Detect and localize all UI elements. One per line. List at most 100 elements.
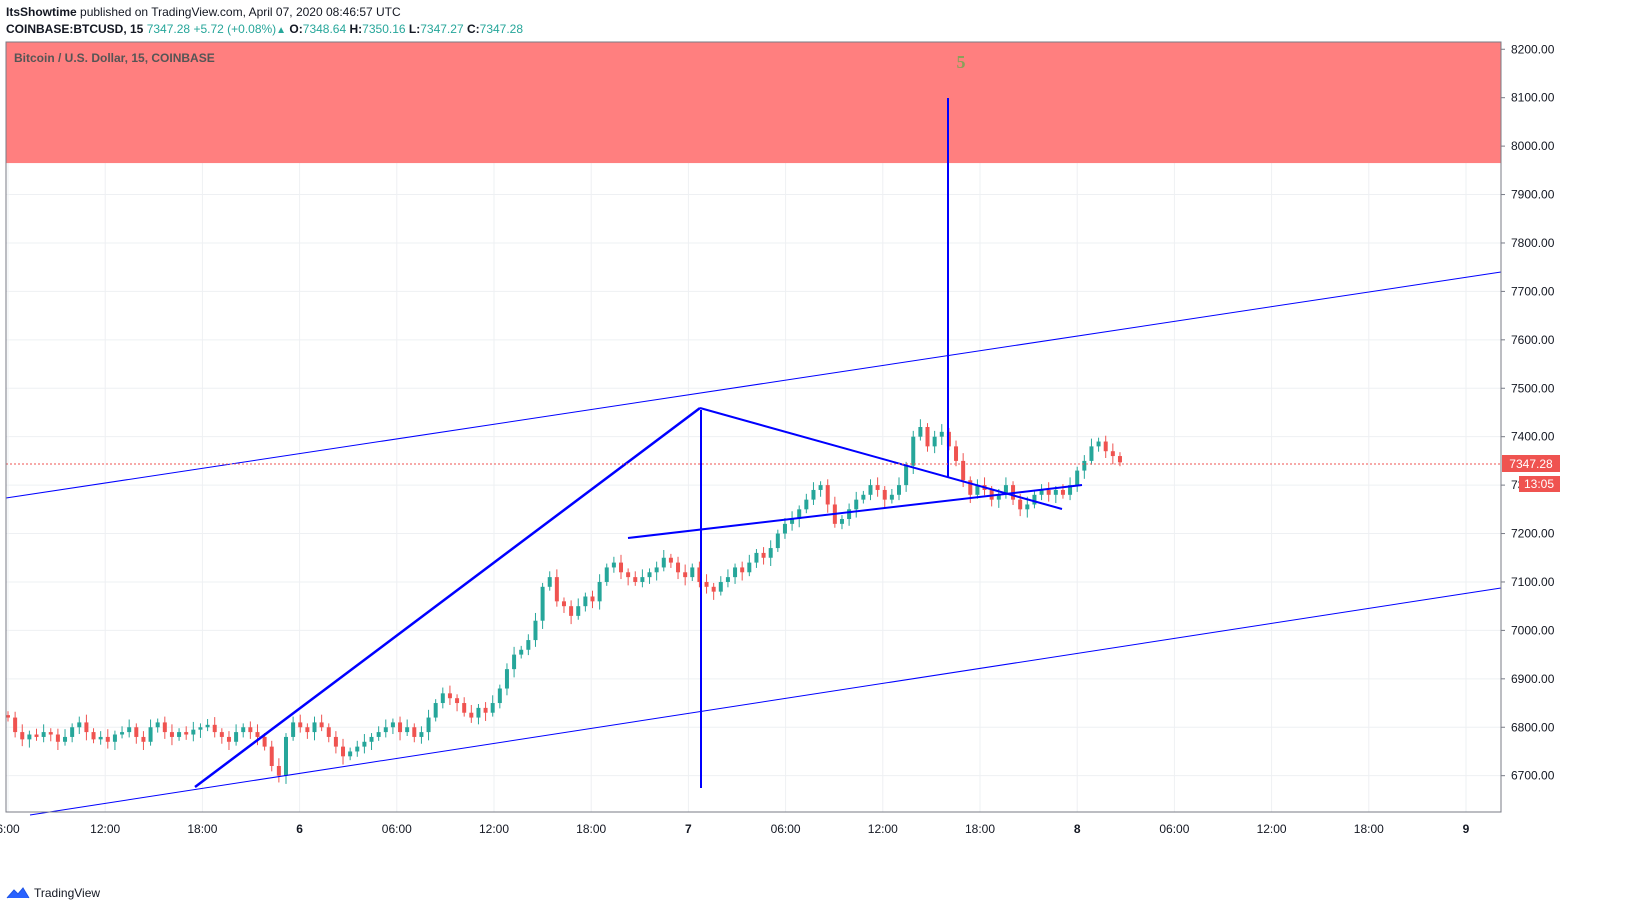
candle xyxy=(269,740,274,772)
candle xyxy=(447,685,452,705)
candle xyxy=(84,714,89,741)
drawings: 5 xyxy=(5,52,1502,816)
price-axis[interactable]: 8200.00 8100.00 8000.00 7900.00 7800.00 7700.… xyxy=(1500,42,1560,812)
time-axis[interactable]: 6:00 12:00 18:00 6 06:00 12:00 18:00 7 06:00 12:0… xyxy=(0,811,1501,836)
price-tick-label: 7900.00 xyxy=(1511,188,1555,202)
time-tick-label: 9 xyxy=(1463,822,1470,836)
candle xyxy=(440,687,445,709)
candle xyxy=(554,569,559,607)
time-tick-label: 12:00 xyxy=(90,822,120,836)
price-tick-label: 7700.00 xyxy=(1511,284,1555,298)
candle-body xyxy=(654,567,659,573)
candle-body xyxy=(433,703,438,718)
candle xyxy=(426,709,431,741)
low-value: 7347.27 xyxy=(420,22,464,36)
candle xyxy=(604,563,609,586)
price-tick-label: 6900.00 xyxy=(1511,672,1555,686)
candle xyxy=(469,704,474,723)
candle-body xyxy=(177,732,182,737)
candle-body xyxy=(504,669,509,689)
price-tick-label: 7800.00 xyxy=(1511,236,1555,250)
candle-body xyxy=(640,577,645,582)
close-label: C: xyxy=(466,22,480,36)
footer: TradingView xyxy=(6,886,100,900)
time-tick-label: 18:00 xyxy=(187,822,217,836)
author-name[interactable]: ItsShowtime xyxy=(6,5,77,19)
candle xyxy=(825,479,830,513)
candle xyxy=(248,721,253,739)
low-label: L: xyxy=(408,22,421,36)
candle xyxy=(355,740,360,757)
candle-body xyxy=(690,567,695,578)
up-arrow-icon: ▲ xyxy=(276,25,287,36)
last-price-badge xyxy=(1502,455,1560,472)
candle xyxy=(519,645,524,659)
candle-body xyxy=(398,722,403,733)
candle-body xyxy=(839,519,844,524)
candle xyxy=(697,561,702,588)
price-tick-label: 8200.00 xyxy=(1511,42,1555,56)
candle-body xyxy=(954,446,959,461)
time-tick-label: 06:00 xyxy=(1159,822,1189,836)
candle xyxy=(889,488,894,504)
candle xyxy=(184,726,189,740)
candle xyxy=(390,718,395,735)
plot-area[interactable] xyxy=(6,42,1501,812)
price-tick-label: 7400.00 xyxy=(1511,430,1555,444)
candle-body xyxy=(854,499,859,510)
candle xyxy=(77,716,82,735)
candle xyxy=(647,568,652,584)
candle xyxy=(369,733,374,751)
candle xyxy=(34,728,39,741)
candle-body xyxy=(412,727,417,737)
resistance-zone xyxy=(6,42,1501,164)
target-label: 5 xyxy=(957,52,966,72)
candle-body xyxy=(362,741,367,747)
candle xyxy=(312,716,317,741)
candle-body xyxy=(84,722,89,733)
candle xyxy=(847,503,852,526)
candle xyxy=(897,477,901,501)
tradingview-brand[interactable]: TradingView xyxy=(34,886,101,900)
candle-body xyxy=(141,736,146,742)
candle xyxy=(583,592,588,612)
candle xyxy=(782,518,787,539)
open-value: 7348.64 xyxy=(302,22,347,36)
candle xyxy=(120,726,125,739)
candle xyxy=(63,729,68,746)
candle-body xyxy=(369,736,374,742)
candle-body xyxy=(561,601,566,607)
open-label: O: xyxy=(289,22,303,36)
candle xyxy=(718,576,723,596)
candle xyxy=(1068,477,1073,501)
candle-body xyxy=(326,727,331,737)
candle-body xyxy=(390,722,395,728)
candle xyxy=(904,461,909,492)
candle-body xyxy=(811,489,816,500)
candle-body xyxy=(312,722,317,733)
candle-body xyxy=(590,596,595,602)
candle xyxy=(462,697,467,717)
plot-border xyxy=(5,41,1502,813)
candle-body xyxy=(248,727,253,733)
candle xyxy=(633,571,638,586)
price-tick-label: 7600.00 xyxy=(1511,333,1555,347)
candle-body xyxy=(341,746,346,757)
candle-body xyxy=(547,577,552,587)
price-tick-label: 7100.00 xyxy=(1511,575,1555,589)
candle xyxy=(676,556,681,580)
candle-body xyxy=(797,509,802,520)
candle-body xyxy=(1025,504,1030,510)
price-tick-label: 7500.00 xyxy=(1511,381,1555,395)
candle xyxy=(20,724,25,747)
time-tick-label: 12:00 xyxy=(868,822,898,836)
candle-body xyxy=(1068,485,1073,495)
candle xyxy=(169,724,174,746)
candle xyxy=(875,477,880,497)
candle-body xyxy=(91,732,96,740)
candle xyxy=(611,556,616,573)
candle-body xyxy=(497,688,502,704)
high-value: 7350.16 xyxy=(362,22,406,36)
candle xyxy=(932,430,937,454)
